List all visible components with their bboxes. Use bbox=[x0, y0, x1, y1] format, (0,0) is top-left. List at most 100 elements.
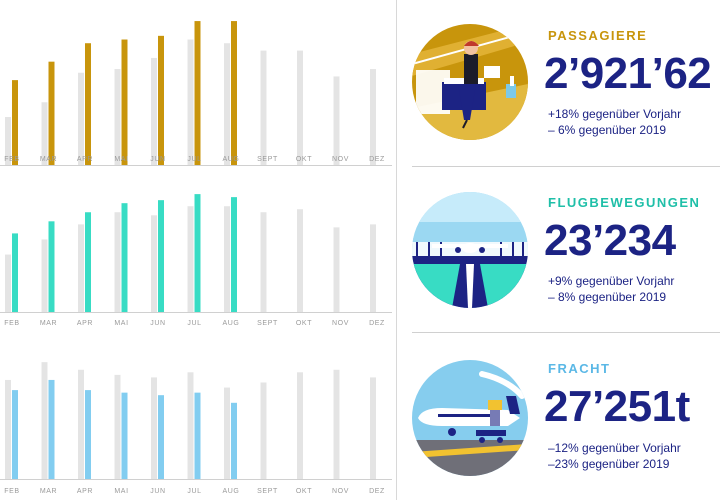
bar-prior-year-jun bbox=[151, 215, 157, 312]
tick-label-feb: FEB bbox=[4, 156, 19, 163]
bar-current-year-mai bbox=[121, 203, 128, 312]
tick-label-nov: NOV bbox=[332, 320, 349, 327]
chart-fracht: JANFEBMARAPRMAIJUNJULAUGSEPTOKTNOVDEZ bbox=[4, 362, 384, 495]
stat-change-2019: – 8% gegenüber 2019 bbox=[548, 290, 667, 304]
tick-label-jun: JUN bbox=[150, 320, 165, 327]
bar-prior-year-okt bbox=[297, 209, 303, 312]
bar-current-year-mar bbox=[48, 221, 55, 312]
tick-label-sept: SEPT bbox=[257, 156, 278, 163]
bar-current-year-jun bbox=[158, 200, 164, 312]
tick-label-aug: AUG bbox=[223, 488, 240, 495]
tick-label-sept: SEPT bbox=[257, 320, 278, 327]
bar-current-year-mai bbox=[121, 39, 128, 165]
tick-label-okt: OKT bbox=[296, 488, 312, 495]
tick-label-jul: JUL bbox=[187, 320, 201, 327]
airplane-runway-icon bbox=[412, 192, 528, 308]
stat-change-prior-year: +18% gegenüber Vorjahr bbox=[548, 107, 682, 121]
tick-label-dez: DEZ bbox=[369, 320, 385, 327]
bar-prior-year-dez bbox=[370, 69, 376, 165]
bar-prior-year-dez bbox=[370, 224, 376, 312]
bar-prior-year-mar bbox=[41, 102, 48, 165]
bar-prior-year-nov bbox=[333, 76, 340, 165]
bar-prior-year-nov bbox=[333, 369, 340, 479]
tick-label-mar: MAR bbox=[40, 320, 57, 327]
tick-label-feb: FEB bbox=[4, 488, 19, 495]
tick-label-mai: MAI bbox=[114, 320, 128, 327]
bar-current-year-mar bbox=[48, 379, 55, 479]
bar-prior-year-sept bbox=[260, 212, 267, 312]
tick-label-feb: FEB bbox=[4, 320, 19, 327]
tick-label-mai: MAI bbox=[114, 156, 128, 163]
chart-baseline bbox=[0, 479, 392, 480]
stat-value-passagiere: 2’921’62 bbox=[544, 49, 712, 98]
bar-prior-year-jun bbox=[151, 377, 157, 479]
panel-fracht: JANFEBMARAPRMAIJUNJULAUGSEPTOKTNOVDEZ FR… bbox=[0, 334, 720, 495]
bar-prior-year-mar bbox=[41, 362, 48, 479]
bar-current-year-jul bbox=[194, 392, 201, 479]
bar-current-year-mar bbox=[48, 61, 55, 165]
stat-value-flugbewegungen: 23’234 bbox=[544, 216, 676, 265]
chart-baseline bbox=[0, 312, 392, 313]
bar-prior-year-mai bbox=[114, 212, 121, 312]
bar-prior-year-apr bbox=[78, 369, 84, 479]
section-divider bbox=[412, 332, 720, 333]
bar-current-year-apr bbox=[85, 43, 91, 165]
tick-label-nov: NOV bbox=[332, 488, 349, 495]
tick-label-aug: AUG bbox=[223, 320, 240, 327]
bar-prior-year-apr bbox=[78, 224, 84, 312]
bar-current-year-feb bbox=[12, 80, 18, 165]
bar-prior-year-sept bbox=[260, 382, 267, 479]
stat-change-prior-year: –12% gegenüber Vorjahr bbox=[548, 441, 681, 455]
bar-prior-year-aug bbox=[224, 387, 230, 479]
bar-prior-year-sept bbox=[260, 50, 267, 165]
bar-current-year-aug bbox=[231, 402, 237, 479]
panel-flugbewegungen: JANFEBMARAPRMAIJUNJULAUGSEPTOKTNOVDEZ FL… bbox=[0, 167, 720, 327]
tick-label-apr: APR bbox=[77, 156, 93, 163]
panel-passagiere: JANFEBMARAPRMAIJUNJULAUGSEPTOKTNOVDEZ PA… bbox=[0, 0, 720, 166]
tick-label-mar: MAR bbox=[40, 156, 57, 163]
vertical-divider bbox=[396, 0, 397, 500]
bar-prior-year-mar bbox=[41, 239, 48, 312]
bar-prior-year-feb bbox=[5, 117, 11, 165]
chart-passagiere: JANFEBMARAPRMAIJUNJULAUGSEPTOKTNOVDEZ bbox=[4, 21, 384, 166]
bar-prior-year-nov bbox=[333, 227, 340, 312]
chart-baseline bbox=[0, 165, 392, 166]
bar-current-year-apr bbox=[85, 390, 91, 479]
bar-prior-year-okt bbox=[297, 50, 303, 165]
stat-change-prior-year: +9% gegenüber Vorjahr bbox=[548, 274, 675, 288]
stat-title-passagiere: PASSAGIERE bbox=[548, 28, 648, 43]
tick-label-jun: JUN bbox=[150, 488, 165, 495]
bar-current-year-feb bbox=[12, 233, 18, 312]
tick-label-okt: OKT bbox=[296, 320, 312, 327]
bar-current-year-jun bbox=[158, 35, 164, 166]
bar-prior-year-feb bbox=[5, 254, 11, 312]
bar-prior-year-apr bbox=[78, 72, 84, 165]
passenger-lounge-icon bbox=[412, 24, 528, 140]
bar-prior-year-dez bbox=[370, 377, 376, 479]
bar-prior-year-jul bbox=[187, 372, 194, 479]
tick-label-jun: JUN bbox=[150, 156, 165, 163]
bar-prior-year-aug bbox=[224, 206, 230, 312]
cargo-plane-icon bbox=[412, 360, 528, 476]
tick-label-mar: MAR bbox=[40, 488, 57, 495]
tick-label-jul: JUL bbox=[187, 156, 201, 163]
tick-label-nov: NOV bbox=[332, 156, 349, 163]
bar-prior-year-okt bbox=[297, 372, 303, 479]
bar-prior-year-aug bbox=[224, 43, 230, 165]
bar-current-year-jul bbox=[194, 194, 201, 312]
bar-prior-year-jul bbox=[187, 39, 194, 165]
stat-value-fracht: 27’251t bbox=[544, 382, 690, 431]
tick-label-sept: SEPT bbox=[257, 488, 278, 495]
tick-label-okt: OKT bbox=[296, 156, 312, 163]
bar-current-year-jul bbox=[194, 21, 201, 166]
bar-current-year-aug bbox=[231, 197, 237, 312]
bar-current-year-apr bbox=[85, 212, 91, 312]
tick-label-apr: APR bbox=[77, 488, 93, 495]
section-divider bbox=[412, 166, 720, 167]
tick-label-aug: AUG bbox=[223, 156, 240, 163]
bar-prior-year-jul bbox=[187, 206, 194, 312]
bar-current-year-jun bbox=[158, 395, 164, 479]
tick-label-apr: APR bbox=[77, 320, 93, 327]
bar-prior-year-mai bbox=[114, 374, 121, 479]
stat-title-fracht: FRACHT bbox=[548, 361, 611, 376]
